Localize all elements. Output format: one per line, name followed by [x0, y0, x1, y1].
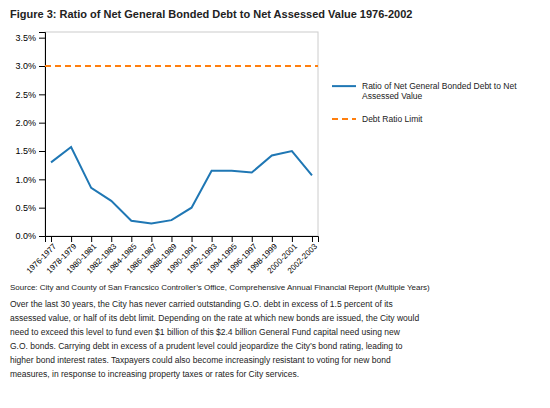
annotation-line: measures, in response to increasing prop… [10, 369, 299, 379]
x-tick-mark [292, 236, 293, 242]
y-tick: 3.5% [15, 33, 45, 43]
y-tick-mark [39, 66, 45, 67]
x-tick-mark [131, 236, 132, 242]
annotation-line: G.O. bonds. Carrying debt in excess of a… [10, 341, 403, 351]
chart-root: Figure 3: Ratio of Net General Bonded De… [0, 0, 550, 408]
legend-label-line: Assessed Value [362, 91, 423, 101]
annotation-line: Over the last 30 years, the City has nev… [10, 299, 393, 309]
y-tick: 0.0% [15, 231, 45, 241]
annotation-line: assessed value, or half of its debt limi… [10, 313, 419, 323]
y-tick: 1.0% [15, 175, 45, 185]
y-tick-label: 1.5% [15, 146, 36, 156]
x-tick-mark [91, 236, 92, 242]
x-tick-mark [312, 236, 313, 242]
y-tick: 2.5% [15, 90, 45, 100]
legend-label-line: Ratio of Net General Bonded Debt to Net [362, 81, 517, 91]
legend-item: Debt Ratio Limit [332, 114, 423, 124]
y-tick-label: 1.0% [15, 175, 36, 185]
legend-label: Ratio of Net General Bonded Debt to NetA… [362, 81, 517, 101]
x-tick: 2002-2003 [286, 236, 320, 275]
y-tick-mark [39, 236, 45, 237]
x-tick-mark [51, 236, 52, 242]
y-tick-label: 0.0% [15, 231, 36, 241]
legend-swatch [332, 85, 356, 87]
source-note: Source: City and County of San Francsico… [10, 283, 430, 292]
series-line [51, 147, 312, 224]
x-axis-line [46, 237, 319, 243]
y-tick: 0.5% [15, 203, 45, 213]
annotation-line: need to exceed this level to fund even $… [10, 327, 401, 337]
x-tick-mark [232, 236, 233, 242]
y-tick-mark [39, 94, 45, 95]
y-tick-mark [39, 208, 45, 209]
body-text: Over the last 30 years, the City has nev… [10, 299, 419, 379]
plot-frame [45, 32, 318, 236]
y-tick-mark [39, 38, 45, 39]
y-tick-mark [39, 179, 45, 180]
x-tick-mark [151, 236, 152, 242]
y-axis-line [39, 33, 46, 237]
x-axis: 1976-19771978-19791980-19811982-19831984… [25, 236, 320, 275]
y-tick-label: 3.0% [15, 61, 36, 71]
x-tick-mark [71, 236, 72, 242]
legend-label: Debt Ratio Limit [362, 114, 423, 124]
plot-marks [45, 66, 318, 224]
y-tick: 2.0% [15, 118, 45, 128]
y-tick-mark [39, 151, 45, 152]
legend: Ratio of Net General Bonded Debt to NetA… [332, 81, 517, 124]
legend-item: Ratio of Net General Bonded Debt to NetA… [332, 81, 517, 101]
y-tick-label: 2.5% [15, 90, 36, 100]
annotation-line: higher bond interest rates. Taxpayers co… [10, 355, 391, 365]
annotation-line: Source: City and County of San Francsico… [10, 283, 430, 292]
x-tick-mark [252, 236, 253, 242]
y-tick-label: 0.5% [15, 203, 36, 213]
x-tick-mark [212, 236, 213, 242]
y-tick-label: 2.0% [15, 118, 36, 128]
chart-title: Figure 3: Ratio of Net General Bonded De… [10, 8, 412, 20]
y-tick-mark [39, 123, 45, 124]
reference-line [45, 65, 318, 67]
legend-swatch [332, 118, 356, 120]
y-tick: 3.0% [15, 61, 45, 71]
x-tick-mark [272, 236, 273, 242]
x-tick-label: 2002-2003 [286, 242, 320, 276]
y-axis: 0.0% 0.5% 1.0% 1.5% 2.0% 2.5% 3.0% 3.5% [15, 33, 45, 242]
x-tick-mark [111, 236, 112, 242]
x-tick-mark [171, 236, 172, 242]
y-tick: 1.5% [15, 146, 45, 156]
y-tick-label: 3.5% [15, 33, 36, 43]
legend-label-line: Debt Ratio Limit [362, 114, 423, 124]
x-tick-mark [192, 236, 193, 242]
